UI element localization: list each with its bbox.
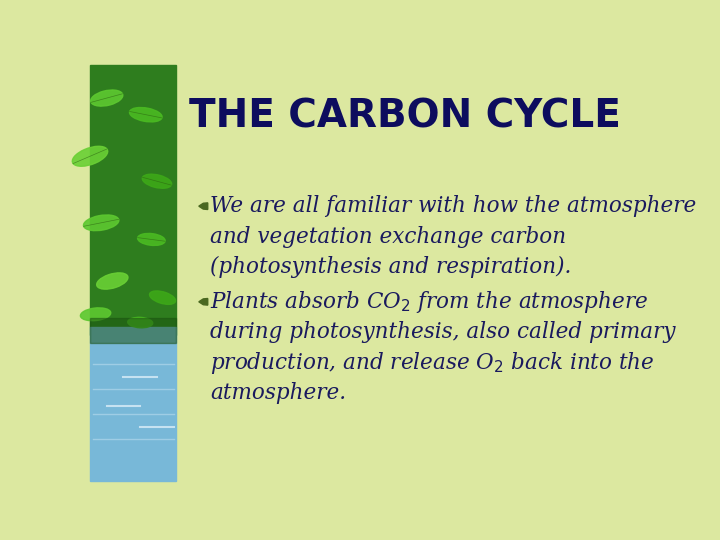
Ellipse shape xyxy=(72,146,108,166)
Ellipse shape xyxy=(143,174,171,188)
Text: production, and release O$_2$ back into the: production, and release O$_2$ back into … xyxy=(210,349,654,375)
Bar xyxy=(90,327,176,481)
Ellipse shape xyxy=(84,215,119,231)
Ellipse shape xyxy=(150,291,176,305)
Text: THE CARBON CYCLE: THE CARBON CYCLE xyxy=(189,98,621,136)
Text: (photosynthesis and respiration).: (photosynthesis and respiration). xyxy=(210,256,572,278)
Bar xyxy=(176,65,648,481)
Ellipse shape xyxy=(96,273,128,289)
Ellipse shape xyxy=(81,308,111,321)
Ellipse shape xyxy=(130,107,162,122)
Text: atmosphere.: atmosphere. xyxy=(210,382,346,404)
Text: during photosynthesis, also called primary: during photosynthesis, also called prima… xyxy=(210,321,675,343)
Ellipse shape xyxy=(127,318,153,328)
Text: We are all familiar with how the atmosphere: We are all familiar with how the atmosph… xyxy=(210,195,696,217)
Bar xyxy=(90,65,176,335)
Text: Plants absorb CO$_2$ from the atmosphere: Plants absorb CO$_2$ from the atmosphere xyxy=(210,289,648,315)
Bar xyxy=(90,319,176,343)
Text: and vegetation exchange carbon: and vegetation exchange carbon xyxy=(210,226,566,247)
Polygon shape xyxy=(199,203,208,210)
Ellipse shape xyxy=(91,90,123,106)
Ellipse shape xyxy=(138,233,165,246)
Polygon shape xyxy=(199,299,208,305)
